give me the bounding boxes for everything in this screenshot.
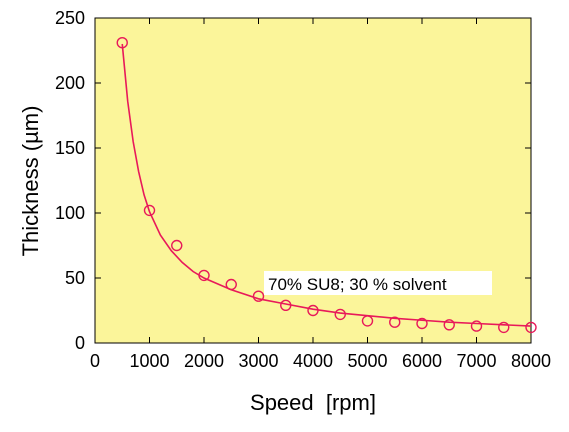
data-point <box>198 269 210 282</box>
x-tick-label: 4000 <box>293 351 333 371</box>
y-tick-label: 150 <box>55 138 85 158</box>
y-tick-label: 0 <box>75 333 85 353</box>
data-point <box>525 321 537 334</box>
data-point <box>280 299 292 311</box>
x-tick-label: 2000 <box>184 351 224 371</box>
y-tick-label: 50 <box>65 268 85 288</box>
y-axis-title: Thickness (µm) <box>18 106 43 257</box>
y-tick-label: 200 <box>55 73 85 93</box>
x-tick-label: 0 <box>90 351 100 371</box>
data-point <box>334 308 346 321</box>
data-point <box>143 204 156 217</box>
data-point <box>470 320 483 332</box>
y-tick-label: 250 <box>55 8 85 28</box>
annotation-background <box>264 271 492 295</box>
data-point <box>252 290 265 302</box>
x-axis-ticks: 0 1000 2000 3000 4000 5000 6000 7000 8000 <box>90 18 551 371</box>
y-axis-ticks: 0 50 100 150 200 250 <box>55 8 531 353</box>
x-tick-label: 6000 <box>402 351 442 371</box>
data-point <box>389 316 401 328</box>
x-axis-title: Speed [rpm] <box>250 390 376 415</box>
data-point <box>498 321 510 334</box>
x-tick-label: 3000 <box>238 351 278 371</box>
x-tick-label: 7000 <box>456 351 496 371</box>
annotation-label: 70% SU8; 30 % solvent <box>268 275 447 294</box>
data-points <box>116 37 537 334</box>
x-tick-label: 8000 <box>511 351 551 371</box>
x-tick-label: 5000 <box>347 351 387 371</box>
data-point <box>416 317 428 330</box>
data-point <box>225 278 237 291</box>
y-tick-label: 100 <box>55 203 85 223</box>
data-point <box>443 319 455 331</box>
data-point <box>361 315 374 327</box>
data-point <box>171 239 183 252</box>
data-point <box>116 37 128 49</box>
x-tick-label: 1000 <box>129 351 169 371</box>
data-point <box>307 304 319 317</box>
